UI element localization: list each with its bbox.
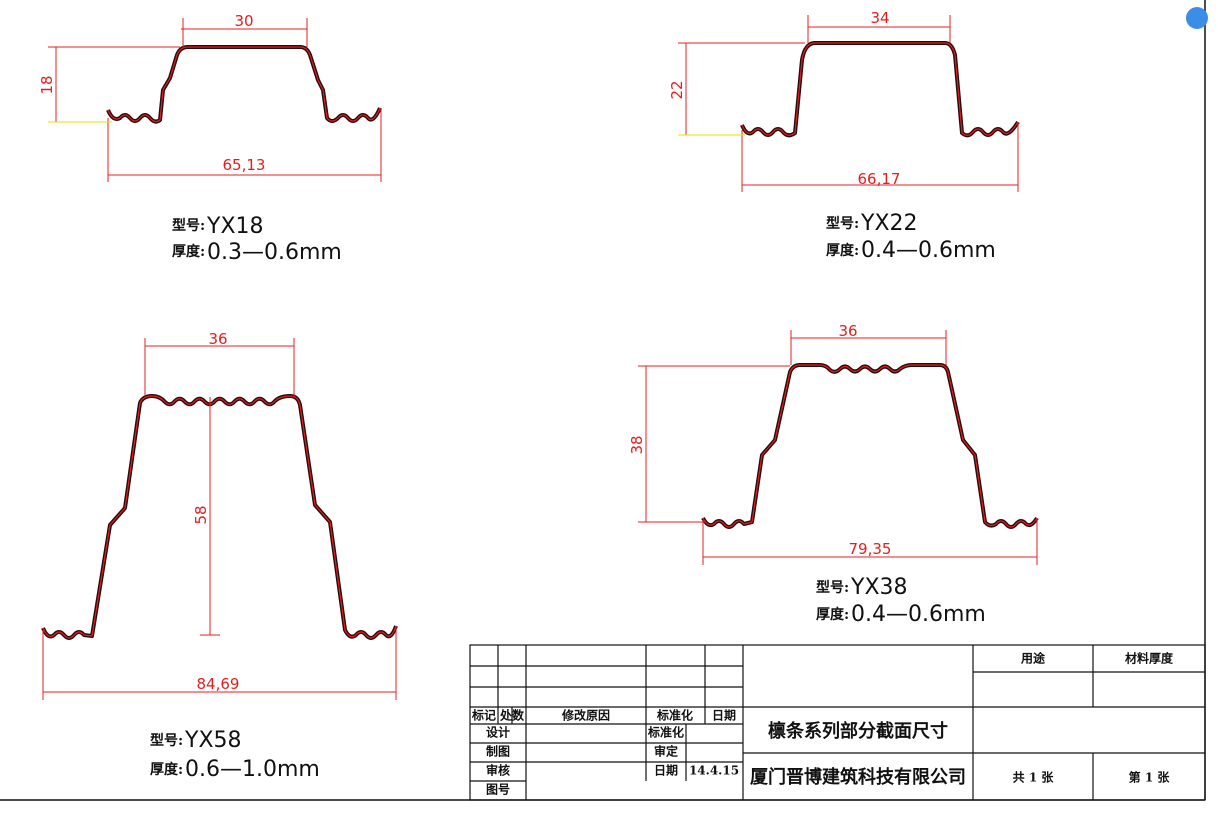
header-cell: 处数 [499, 708, 525, 723]
thickness: 0.3—0.6mm [207, 240, 342, 265]
cell: 审核 [486, 763, 510, 778]
dim-top: 30 [234, 12, 253, 30]
header-cell: 标记 [471, 708, 496, 723]
profile-yx58: 36 58 84,69 型号: YX58 厚度: 0.6—1.0mm [41, 330, 398, 782]
model: YX18 [206, 214, 264, 239]
dim-width: 84,69 [197, 675, 240, 693]
thickness-label: 厚度: [826, 242, 859, 259]
drawing-title: 檩条系列部分截面尺寸 [768, 720, 948, 742]
dim-height: 58 [192, 505, 210, 524]
header-cell: 标准化 [656, 708, 693, 723]
model-label: 型号: [150, 732, 183, 749]
dim-top: 36 [838, 322, 857, 340]
thickness-label: 厚度: [172, 243, 205, 260]
cell: 设计 [486, 725, 510, 740]
dim-height: 18 [38, 75, 56, 94]
profile-yx18: 30 18 65,13 型号: YX18 厚度: 0.3—0.6mm [38, 12, 382, 265]
cell: 日期 [654, 763, 678, 778]
thickness: 0.4—0.6mm [861, 238, 996, 263]
title-block: 标记 处数 修改原因 标准化 日期 设计 标准化 制图 审定 审核 日期 14.… [469, 644, 1206, 801]
cell: 图号 [486, 782, 510, 797]
cell: 用途 [1020, 651, 1046, 666]
model: YX58 [184, 728, 242, 753]
dim-width: 66,17 [858, 170, 901, 188]
cell: 共 1 张 [1013, 770, 1055, 785]
header-cell: 修改原因 [561, 708, 610, 723]
model-label: 型号: [816, 579, 849, 596]
cell: 材料厚度 [1124, 651, 1174, 666]
model-label: 型号: [172, 217, 205, 234]
thickness: 0.6—1.0mm [185, 757, 320, 782]
header-cell: 日期 [712, 708, 736, 723]
profile-yx22: 34 22 66,17 型号: YX22 厚度: 0.4—0.6mm [668, 9, 1020, 263]
thickness: 0.4—0.6mm [851, 602, 986, 627]
app-icon[interactable] [1186, 7, 1208, 29]
dim-height: 38 [628, 435, 646, 454]
dim-width: 65,13 [223, 156, 266, 174]
profile-yx38: 36 38 79,35 型号: YX38 厚度: 0.4—0.6mm [628, 322, 1039, 627]
cell: 制图 [486, 744, 510, 759]
cell: 第 1 张 [1129, 770, 1171, 785]
company: 厦门晋博建筑科技有限公司 [750, 766, 966, 788]
model: YX38 [850, 575, 908, 600]
cell: 审定 [654, 744, 678, 759]
model-label: 型号: [826, 215, 859, 232]
dim-width: 79,35 [849, 540, 892, 558]
dim-top: 36 [208, 330, 227, 348]
dim-top: 34 [870, 9, 889, 27]
model: YX22 [860, 211, 918, 236]
dim-height: 22 [668, 80, 686, 99]
cell: 14.4.15 [689, 764, 739, 778]
thickness-label: 厚度: [816, 606, 849, 623]
cell: 标准化 [647, 725, 684, 740]
thickness-label: 厚度: [150, 761, 183, 778]
